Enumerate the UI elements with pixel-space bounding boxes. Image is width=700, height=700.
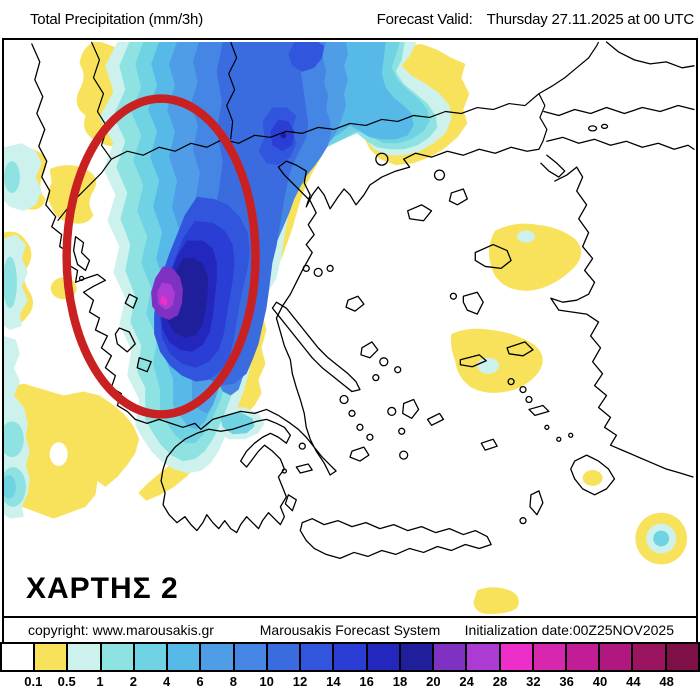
legend-tick: 36 — [559, 674, 574, 689]
legend-cell — [564, 644, 599, 670]
legend-cell — [498, 644, 532, 670]
legend-tick: 4 — [163, 674, 171, 689]
highlight-ellipse — [62, 94, 260, 419]
legend-tick: 10 — [259, 674, 274, 689]
credits-bar: copyright: www.marousakis.gr Marousakis … — [2, 618, 698, 642]
legend-tick: 6 — [196, 674, 204, 689]
legend-cell — [365, 644, 399, 670]
header: Total Precipitation (mm/3h) Forecast Val… — [0, 0, 700, 38]
legend-tick: 0.5 — [57, 674, 76, 689]
legend-cell — [199, 644, 233, 670]
legend-tick: 8 — [229, 674, 237, 689]
coastlines — [31, 41, 695, 560]
legend-tick: 18 — [392, 674, 408, 689]
system-name: Marousakis Forecast System — [259, 622, 441, 638]
legend-cell — [33, 644, 67, 670]
legend-cell — [132, 644, 167, 670]
country-borders — [57, 41, 600, 222]
legend-tick: 0.1 — [24, 674, 43, 689]
legend-cell — [232, 644, 266, 670]
legend-cell — [66, 644, 100, 670]
legend-cell — [531, 644, 565, 670]
legend-cell — [2, 644, 34, 670]
legend-cell — [598, 644, 632, 670]
legend-tick: 1 — [96, 674, 104, 689]
init-date: Initialization date:00Z25NOV2025 — [464, 622, 674, 638]
copyright-text: copyright: www.marousakis.gr — [28, 622, 214, 638]
map-number-label: ΧΑΡΤΗΣ 2 — [26, 572, 179, 605]
legend-tick: 24 — [459, 674, 474, 689]
forecast-valid-label: Forecast Valid: — [376, 11, 473, 28]
legend-tick: 28 — [492, 674, 508, 689]
legend-cell — [631, 644, 665, 670]
legend-cell — [432, 644, 466, 670]
legend-tick: 12 — [292, 674, 308, 689]
page-title: Total Precipitation (mm/3h) — [30, 11, 203, 28]
forecast-valid-value: Thursday 27.11.2025 at 00 UTC — [486, 11, 695, 28]
dry-hole — [49, 442, 68, 467]
legend-cell — [299, 644, 333, 670]
forecast-valid: Forecast Valid: Thursday 27.11.2025 at 00… — [376, 11, 695, 28]
map-canvas — [4, 40, 696, 616]
legend-cell — [398, 644, 433, 670]
legend-cell — [664, 644, 698, 670]
legend-tick: 48 — [659, 674, 674, 689]
legend-cell — [332, 644, 366, 670]
legend-cell — [465, 644, 499, 670]
legend-tick: 40 — [592, 674, 608, 689]
legend-cell — [99, 644, 133, 670]
legend-cells — [0, 642, 700, 672]
precipitation-map — [2, 38, 698, 618]
legend-cell — [166, 644, 200, 670]
legend-tick: 2 — [129, 674, 137, 689]
legend-tick: 14 — [326, 674, 341, 689]
legend-cell — [265, 644, 300, 670]
legend-tick: 32 — [526, 674, 541, 689]
legend-tick: 16 — [359, 674, 374, 689]
legend-tick: 20 — [426, 674, 441, 689]
precip-layer-28mm — [160, 295, 168, 307]
legend-ticks: 0.1 0.5 1 2 4 6 8 10 12 14 16 18 20 24 28 32 36 40 44 48 — [0, 674, 700, 692]
legend-tick: 44 — [626, 674, 641, 689]
